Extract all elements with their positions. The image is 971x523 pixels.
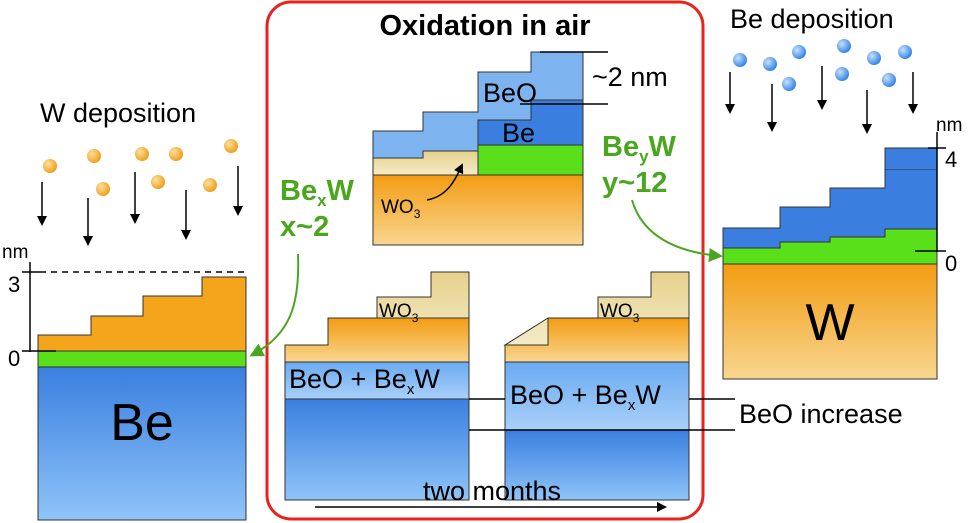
right-unit: nm (936, 115, 962, 136)
right-tick-4: 4 (945, 147, 957, 172)
be-label-top: Be (502, 118, 535, 148)
beyw-arrow (631, 199, 723, 262)
bexw-arrow (249, 253, 300, 357)
beyw-value: y~12 (602, 167, 667, 199)
be-substrate (37, 366, 247, 521)
left-tick-0: 0 (8, 346, 20, 371)
frame-title: Oxidation in air (379, 10, 590, 42)
be-atoms (733, 39, 912, 91)
bexw-interlayer-left (37, 350, 247, 368)
left-tick-3: 3 (8, 272, 20, 297)
thickness-label: ~2 nm (592, 62, 668, 92)
w-label: W (805, 294, 854, 352)
beo-label-top: BeO (483, 78, 537, 108)
wo3-label-top: WO3 (381, 197, 421, 221)
bottom-left-layer-label: BeO + BexW (289, 364, 440, 398)
bottom-right-layer-label: BeO + BexW (510, 380, 661, 414)
w-staircase-layer (37, 276, 247, 352)
w-atoms (43, 139, 238, 196)
oxidation-frame (265, 0, 705, 521)
be-label: Be (110, 394, 174, 452)
bottom-right-stack (503, 271, 690, 501)
bexw-label: BexW x~2 (280, 175, 355, 243)
be-arrows (725, 66, 918, 134)
beyw-label: BeyW y~12 (602, 131, 677, 199)
right-heading: Be deposition (730, 4, 894, 34)
bottom-left-stack (284, 271, 470, 501)
svg-text:BeyW: BeyW (602, 131, 677, 166)
time-label: two months (423, 476, 561, 506)
w-arrows (37, 166, 243, 246)
svg-text:BexW: BexW (280, 175, 355, 210)
bexw-value: x~2 (280, 211, 329, 243)
beo-increase-label: BeO increase (739, 399, 903, 429)
left-heading: W deposition (40, 98, 196, 128)
center-top-stack (372, 51, 584, 246)
wo3-label-bl: WO3 (379, 301, 419, 325)
bexw-top (477, 144, 584, 176)
right-tick-0: 0 (945, 251, 957, 276)
left-unit: nm (2, 242, 28, 263)
w-substrate (722, 263, 938, 380)
wo3-label-br: WO3 (600, 301, 640, 325)
